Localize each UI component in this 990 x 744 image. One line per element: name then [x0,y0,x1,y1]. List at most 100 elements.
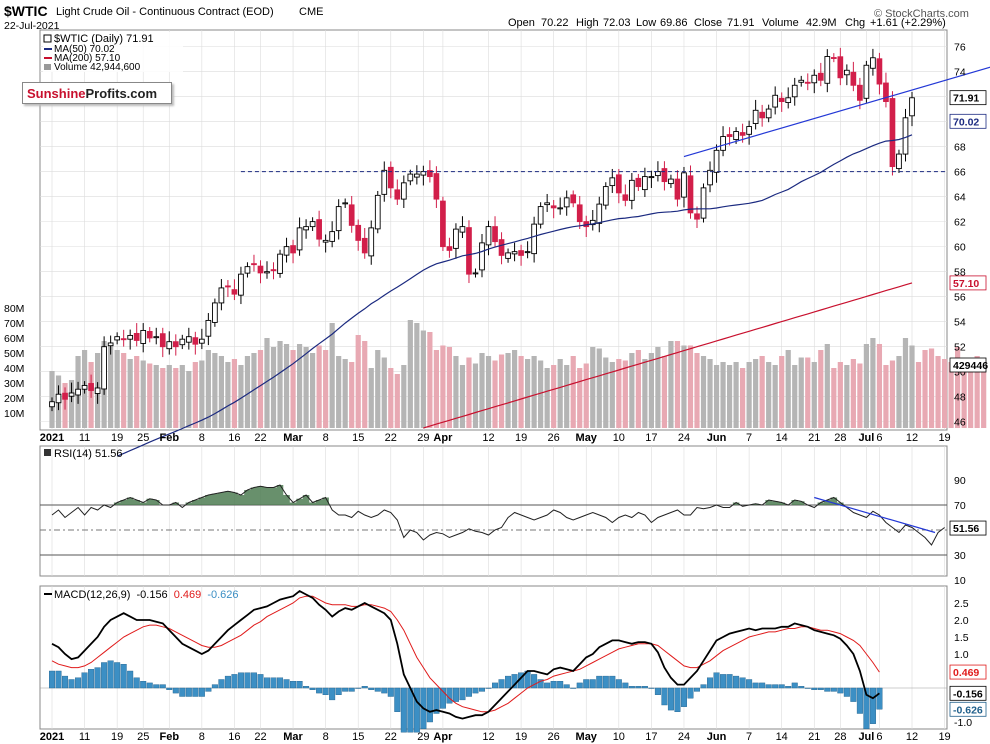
volume-bar [648,353,654,428]
candle-body [804,81,811,84]
volume-bar [179,365,185,428]
candle-body [185,336,192,343]
macd-hist-tag-box [949,701,987,717]
volume-bar [498,354,505,428]
volume-tick-label: 60M [4,333,24,345]
candle-body [817,72,824,81]
volume-tick-label: 80M [4,303,24,315]
candle-body [537,206,544,225]
macd-histogram-bar [811,687,818,690]
candle-body [466,227,472,275]
macd-histogram-bar [583,679,590,689]
macd-tick-label: 2.5 [954,598,969,610]
candle-body [472,272,479,275]
candle-body [746,126,752,135]
candle-body [49,401,55,408]
macd-histogram-bar [687,687,694,699]
rsi-value-tag: 51.56 [949,520,987,536]
macd-histogram-bar [224,675,231,689]
candle-body [198,338,205,344]
candle-body [94,387,101,394]
macd-x-tick-label: 10 [613,731,625,743]
macd-value: -0.156 [136,589,167,601]
axis-labels: 4648505254565860626466687072747620212021… [4,42,988,743]
candle-body [883,82,889,102]
candle-body [713,149,720,173]
volume-bar [440,345,446,428]
open-label: Open [508,17,535,29]
macd-hist-value: -0.626 [207,589,238,601]
volume-bar [394,374,400,428]
macd-signal-value: 0.469 [174,589,202,601]
close-price-tag-box [949,90,987,106]
macd-histogram-bar [830,687,837,692]
macd-histogram-bar [88,669,95,689]
volume-legend-swatch [44,64,51,70]
macd-x-tick-label: 19 [111,731,123,743]
macd-histogram-bar [348,687,355,692]
volume-bar [844,365,850,428]
macd-histogram-bar [843,687,850,697]
macd-histogram-bar [322,687,329,695]
macd-histogram-bar [101,662,108,689]
volume-bar [368,368,374,428]
volume-bar [609,362,615,428]
candle-body [244,266,251,274]
macd-histogram-bar [68,679,75,689]
candle-body [622,194,629,201]
volume-bar [362,341,368,428]
macd-x-tick-label: Jun [707,731,727,743]
candle-body [570,194,577,204]
price-x-tick-label: Feb [159,432,179,444]
volume-bar [303,347,309,428]
rsi-tick-label: 70 [954,500,966,512]
volume-tick-label: 20M [4,393,24,405]
candle-body [159,333,166,348]
rsi-title: RSI(14) 51.56 [54,448,122,460]
macd-histogram-bar [739,677,746,689]
price-x-tick-label: Apr [433,432,453,444]
volume-bar [459,365,466,428]
macd-histogram-bar [635,686,642,689]
price-tick-label: 76 [954,42,966,54]
volume-bar [577,368,583,428]
price-x-tick-label: 19 [111,432,123,444]
candle-body [661,168,668,183]
ma200-line [423,282,913,429]
volume-bar [544,368,550,428]
volume-tag-box [949,357,987,373]
price-trend-line [683,66,990,158]
price-x-tick-label: 21 [808,432,820,444]
macd-histogram-bar [798,686,805,689]
volume-bar [329,323,335,428]
candle-body [101,346,107,390]
macd-histogram-bar [452,687,459,702]
macd-histogram-bar [381,687,388,694]
macd-x-tick-label: 15 [352,731,364,743]
volume-value: 42.9M [806,17,837,29]
macd-histogram-bar [505,675,512,689]
high-label: High [576,17,599,29]
candle-body [752,109,759,125]
volume-bar [707,359,713,428]
ma200-price-tag-text: 57.10 [953,278,979,290]
macd-histogram-bar [146,682,153,689]
volume-bar [896,356,902,428]
volume-bar [290,350,296,428]
candle-body [694,213,700,220]
volume-bar [981,363,987,428]
volume-bar [674,341,681,428]
rsi-tick-label: 90 [954,475,966,487]
volume-bar [199,360,205,428]
price-x-tick-label: 7 [746,432,752,444]
price-tick-label: 66 [954,167,966,179]
price-tick-label: 60 [954,242,966,254]
price-x-tick-label: 19 [938,432,950,444]
candle-body [785,97,792,103]
volume-bar [766,362,772,428]
volume-bars [49,320,987,428]
candle-body [518,250,524,256]
candle-body [707,169,713,186]
macd-hist-tag-text: -0.626 [953,704,983,716]
macd-histogram-bar [374,687,381,692]
